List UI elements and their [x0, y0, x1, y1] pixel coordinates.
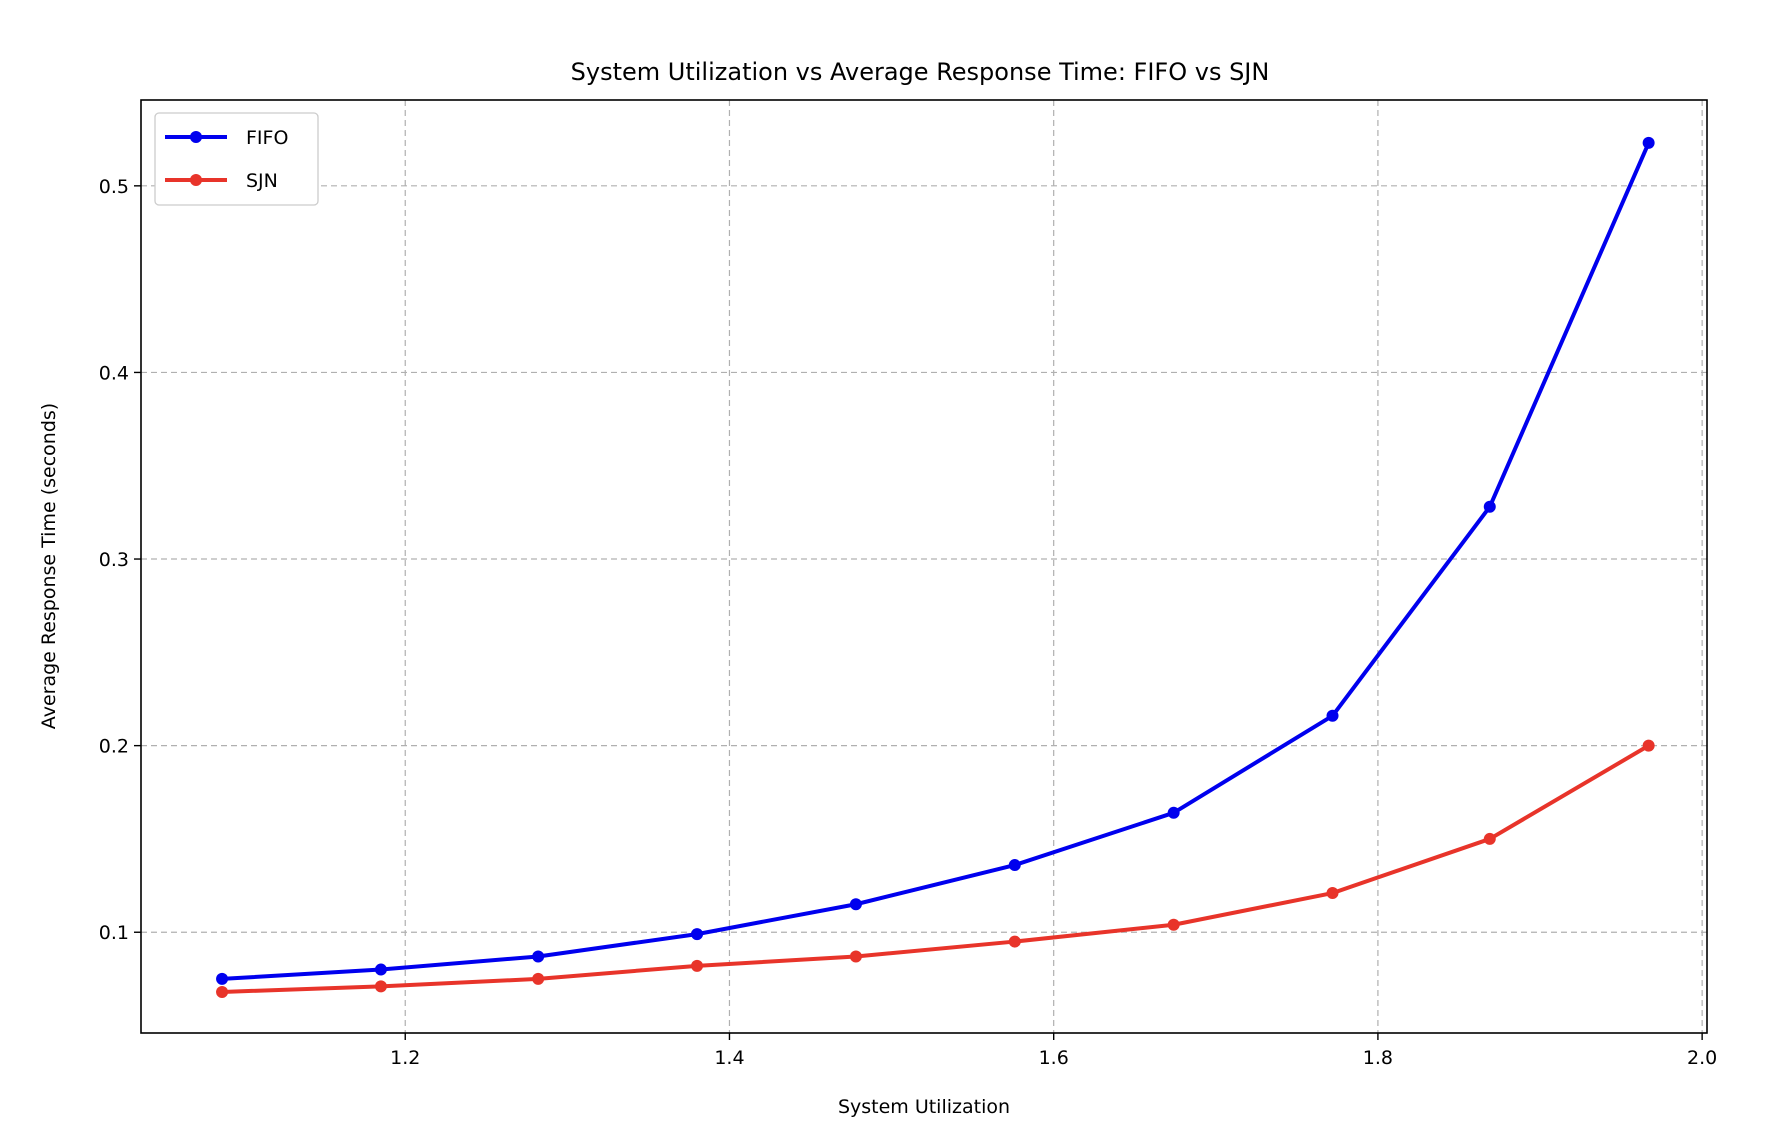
y-tick-label: 0.5: [99, 176, 129, 198]
plot-frame: [140, 99, 1708, 1034]
ticks: 1.2 1.4 1.6 1.8 2.0 0.1 0.2 0.3 0.4 0.5: [99, 176, 1717, 1069]
series-line-fifo: [221, 142, 1651, 981]
grid: [141, 100, 1707, 1033]
data-point-sjn: [1642, 739, 1655, 752]
x-tick-label: 2.0: [1687, 1047, 1717, 1069]
data-point-fifo: [849, 898, 862, 911]
y-tick-label: 0.2: [99, 736, 129, 758]
x-axis-label: System Utilization: [838, 1096, 1010, 1118]
chart-title: System Utilization vs Average Response T…: [571, 58, 1270, 86]
data-point-sjn: [1326, 887, 1339, 900]
y-tick-label: 0.3: [99, 549, 129, 571]
x-tick-label: 1.8: [1363, 1047, 1393, 1069]
legend-label-sjn: SJN: [246, 170, 278, 192]
y-axis-label: Average Response Time (seconds): [38, 403, 60, 729]
data-point-sjn: [1167, 918, 1180, 931]
legend-box: [154, 112, 319, 206]
series-layer: [216, 136, 1655, 998]
data-point-fifo: [1483, 500, 1496, 513]
y-tick-label: 0.4: [99, 362, 129, 384]
x-tick-label: 1.4: [714, 1047, 744, 1069]
data-point-sjn: [1483, 832, 1496, 845]
data-point-sjn: [532, 972, 545, 985]
data-point-fifo: [1167, 806, 1180, 819]
legend: FIFO SJN: [154, 112, 319, 206]
data-point-sjn: [374, 980, 387, 993]
legend-label-fifo: FIFO: [246, 127, 288, 149]
data-point-sjn: [849, 950, 862, 963]
data-point-fifo: [532, 950, 545, 963]
data-point-sjn: [691, 959, 704, 972]
data-point-fifo: [691, 928, 704, 941]
legend-marker-sjn: [190, 174, 202, 186]
data-point-fifo: [216, 972, 229, 985]
series-line-sjn: [221, 743, 1650, 994]
x-tick-label: 1.2: [390, 1047, 420, 1069]
data-point-fifo: [1008, 859, 1021, 872]
data-point-fifo: [1326, 709, 1339, 722]
legend-marker-fifo: [190, 131, 202, 143]
data-point-sjn: [216, 985, 229, 998]
x-tick-label: 1.6: [1039, 1047, 1069, 1069]
data-point-sjn: [1008, 935, 1021, 948]
data-point-fifo: [1642, 136, 1655, 149]
data-point-fifo: [374, 963, 387, 976]
y-tick-label: 0.1: [99, 922, 129, 944]
